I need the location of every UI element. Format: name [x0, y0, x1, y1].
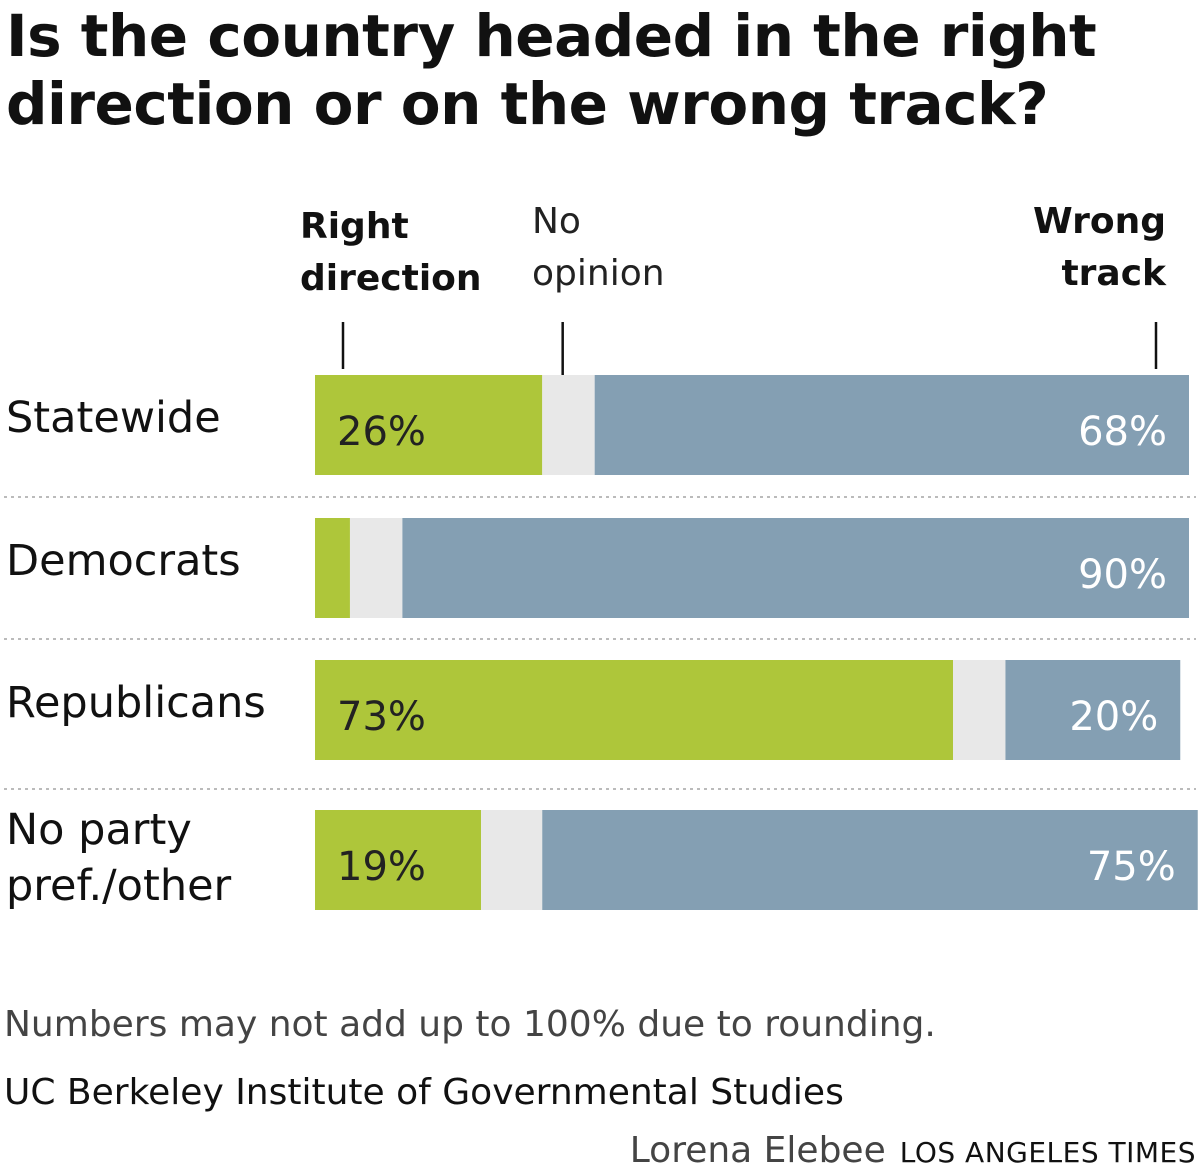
legend-no-opinion-line-0: No — [532, 201, 581, 242]
chart-title: Is the country headed in the right direc… — [6, 2, 1097, 138]
legend-right-direction-line-0: Right — [300, 206, 409, 247]
stacked-bar-chart: Right direction No opinion Wrong track Statewi… — [4, 201, 1198, 911]
data-label: 19% — [337, 844, 426, 890]
legend-no-opinion-line-1: opinion — [532, 253, 665, 294]
bar-segment-right-direction — [315, 810, 482, 910]
category-label: Democrats — [6, 536, 241, 586]
category-label: pref./other — [6, 861, 232, 911]
rounding-note: Numbers may not add up to 100% due to ro… — [4, 1004, 936, 1045]
legend-wrong-track-line-1: track — [1061, 253, 1167, 294]
data-label: 26% — [337, 409, 426, 455]
data-label: 20% — [1069, 694, 1158, 740]
credit-line: Lorena Elebee LOS ANGELES TIMES — [630, 1130, 1196, 1171]
bar-segment-no-opinion — [481, 810, 543, 910]
credit-organization: LOS ANGELES TIMES — [899, 1136, 1196, 1169]
category-label: Statewide — [6, 393, 221, 443]
data-label: 75% — [1087, 844, 1176, 890]
data-label: 68% — [1078, 409, 1167, 455]
bar-segment-wrong-track — [594, 375, 1189, 475]
bar-segment-wrong-track — [402, 518, 1189, 618]
legend-wrong-track-line-0: Wrong — [1033, 201, 1166, 242]
bar-segment-no-opinion — [349, 518, 403, 618]
bar-segment-right-direction — [315, 518, 350, 618]
bar-segment-right-direction — [315, 660, 954, 760]
bar-segment-wrong-track — [542, 810, 1198, 910]
bar-segment-no-opinion — [953, 660, 1006, 760]
data-label: 73% — [337, 694, 426, 740]
bar-segment-wrong-track — [1005, 660, 1181, 760]
legend-right-direction-line-1: direction — [300, 258, 482, 299]
category-label: Republicans — [6, 678, 266, 728]
bar-segment-no-opinion — [542, 375, 595, 475]
credit-author: Lorena Elebee — [629, 1130, 886, 1171]
bar-segment-right-direction — [315, 375, 543, 475]
data-label: 90% — [1078, 552, 1167, 598]
source-line: UC Berkeley Institute of Governmental St… — [4, 1072, 844, 1113]
category-label: No party — [6, 805, 192, 855]
